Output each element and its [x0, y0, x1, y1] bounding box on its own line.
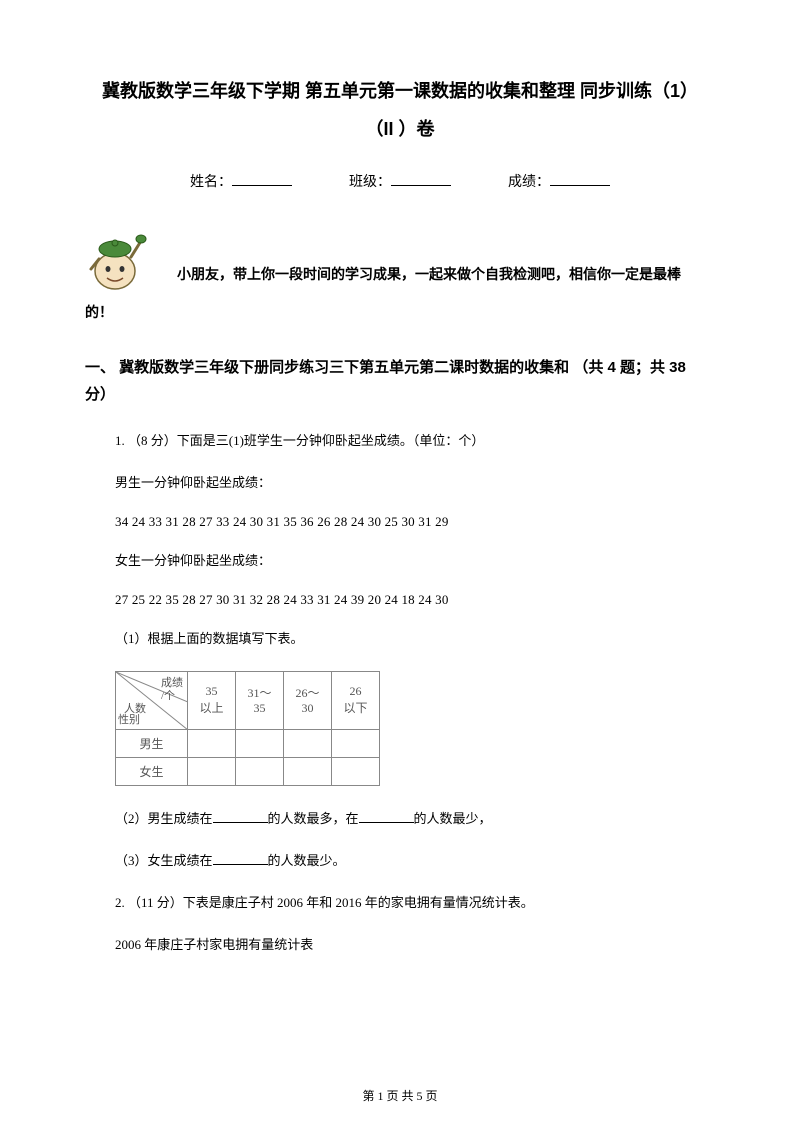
q1s3a: （3）女生成绩在	[115, 853, 213, 868]
q1-sub2: （2）男生成绩在 的人数最多，在 的人数最少，	[115, 808, 715, 830]
blank-class	[391, 172, 451, 186]
blank	[213, 811, 268, 823]
q1s2a: （2）男生成绩在	[115, 811, 213, 826]
col2a: 26～	[284, 684, 331, 701]
col3a: 26	[332, 684, 379, 699]
blank-name	[232, 172, 292, 186]
q1-stem: 1. （8 分）下面是三(1)班学生一分钟仰卧起坐成绩。（单位：个）	[115, 430, 715, 452]
q1s3b: 的人数最少。	[268, 853, 346, 868]
score-table: 成绩 /个 人数 性别 35 以上 31～ 35 26～ 30 26 以下 男生…	[115, 671, 715, 786]
col1a: 31～	[236, 684, 283, 701]
col3b: 以下	[332, 699, 379, 716]
diag-unit: /个	[161, 687, 175, 703]
label-name: 姓名：	[190, 175, 232, 190]
section-line1: 一、 冀教版数学三年级下册同步练习三下第五单元第二课时数据的收集和 （共 4 题…	[85, 354, 715, 381]
q2-stem: 2. （11 分）下表是康庄子村 2006 年和 2016 年的家电拥有量情况统…	[115, 892, 715, 914]
section-head: 一、 冀教版数学三年级下册同步练习三下第五单元第二课时数据的收集和 （共 4 题…	[85, 354, 715, 408]
row-boy: 男生	[116, 729, 188, 757]
col0a: 35	[188, 684, 235, 699]
blank	[359, 811, 414, 823]
col2b: 30	[284, 701, 331, 716]
q1s2b: 的人数最多，在	[268, 811, 359, 826]
q1s2c: 的人数最少，	[414, 811, 492, 826]
mascot-icon	[85, 227, 147, 293]
form-row: 姓名： 班级： 成绩：	[85, 171, 715, 191]
title-main: 冀教版数学三年级下学期 第五单元第一课数据的收集和整理 同步训练（1）	[85, 75, 715, 107]
q1-sub1: （1）根据上面的数据填写下表。	[115, 628, 715, 650]
q2-sub: 2006 年康庄子村家电拥有量统计表	[115, 934, 715, 956]
q1-girls-data: 27 25 22 35 28 27 30 31 32 28 24 33 31 2…	[115, 592, 715, 608]
q1-boys-label: 男生一分钟仰卧起坐成绩：	[115, 472, 715, 494]
section-line2: 分）	[85, 381, 715, 408]
page-footer: 第 1 页 共 5 页	[0, 1087, 800, 1104]
intro-text: 小朋友，带上你一段时间的学习成果，一起来做个自我检测吧，相信你一定是最棒	[177, 261, 715, 294]
blank-score	[550, 172, 610, 186]
intro-cont: 的！	[85, 299, 715, 330]
col0b: 以上	[188, 699, 235, 716]
q1-sub3: （3）女生成绩在 的人数最少。	[115, 850, 715, 872]
row-girl: 女生	[116, 757, 188, 785]
col1b: 35	[236, 701, 283, 716]
label-class: 班级：	[349, 175, 391, 190]
blank	[213, 853, 268, 865]
diag-bot: 性别	[118, 711, 140, 727]
q1-boys-data: 34 24 33 31 28 27 33 24 30 31 35 36 26 2…	[115, 514, 715, 530]
title-sub: （II ）卷	[85, 115, 715, 141]
q1-girls-label: 女生一分钟仰卧起坐成绩：	[115, 550, 715, 572]
label-score: 成绩：	[508, 175, 550, 190]
